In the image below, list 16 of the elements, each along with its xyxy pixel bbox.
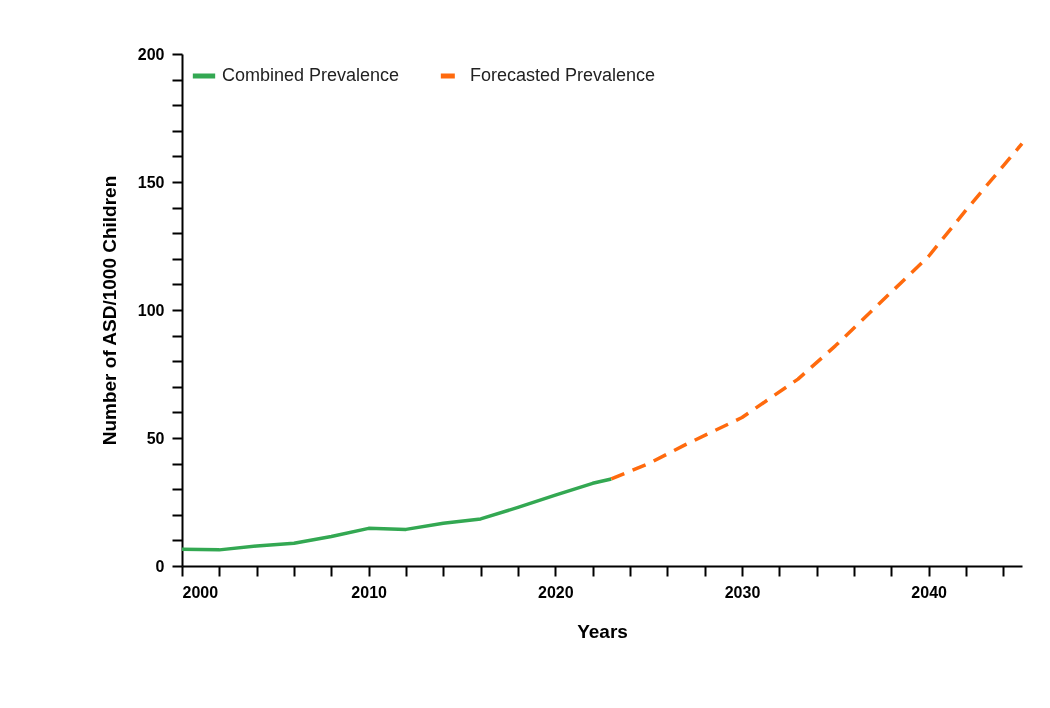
x-tick-label: 2020	[538, 583, 574, 601]
x-tick-label: 2010	[351, 583, 388, 601]
x-tick-label: 2040	[911, 583, 948, 601]
x-axis-title: Years	[577, 620, 628, 642]
legend-label: Forecasted Prevalence	[470, 65, 656, 85]
y-axis-title: Number of ASD/1000 Children	[98, 175, 120, 446]
y-tick-label: 100	[137, 301, 165, 319]
line-series	[609, 141, 1024, 481]
y-tick-label: 0	[155, 557, 165, 575]
y-tick-label: 200	[137, 45, 165, 63]
legend-label: Combined Prevalence	[222, 65, 400, 85]
y-tick-label: 50	[146, 429, 165, 447]
x-tick-label: 2000	[182, 583, 219, 601]
y-tick-label: 150	[137, 173, 165, 191]
line-series	[180, 477, 614, 552]
x-tick-label: 2030	[724, 583, 761, 601]
